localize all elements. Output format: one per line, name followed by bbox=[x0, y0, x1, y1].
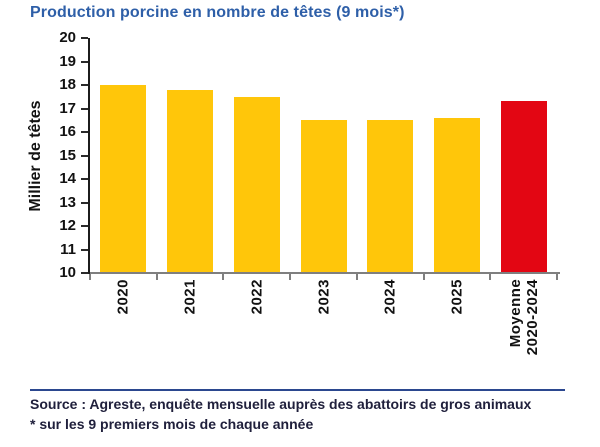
y-tick-label: 14 bbox=[59, 170, 76, 187]
bar-2022 bbox=[233, 96, 280, 273]
x-tick bbox=[222, 274, 225, 280]
x-tick bbox=[355, 274, 358, 280]
y-tick bbox=[81, 84, 88, 86]
y-tick bbox=[81, 225, 88, 227]
y-tick-label: 11 bbox=[60, 240, 76, 258]
bar-2020 bbox=[100, 85, 147, 273]
y-tick-label: 20 bbox=[59, 29, 76, 46]
bar-Moyenne bbox=[500, 101, 547, 273]
x-category-label: 2024 bbox=[381, 279, 399, 315]
y-tick bbox=[81, 107, 88, 110]
footnote-text: * sur les 9 premiers mois de chaque anné… bbox=[30, 416, 314, 432]
y-tick bbox=[81, 178, 88, 180]
y-axis-label: Millier de têtes bbox=[27, 100, 44, 212]
x-category-label: 2022 bbox=[248, 279, 266, 315]
y-tick-label: 18 bbox=[59, 76, 76, 93]
y-tick bbox=[81, 201, 88, 204]
x-tick bbox=[289, 274, 292, 280]
x-tick bbox=[89, 274, 91, 280]
x-category-label: 2020 bbox=[114, 279, 132, 315]
y-tick bbox=[81, 60, 88, 63]
y-tick-label: 17 bbox=[59, 99, 76, 117]
x-category-label: 2025 bbox=[448, 279, 466, 315]
y-tick bbox=[81, 154, 88, 157]
x-tick bbox=[556, 274, 558, 280]
y-axis-line bbox=[88, 38, 90, 274]
x-tick bbox=[155, 274, 158, 280]
footer-divider bbox=[30, 389, 565, 391]
x-tick bbox=[489, 274, 492, 280]
y-tick bbox=[81, 248, 88, 251]
bar-2021 bbox=[167, 89, 214, 273]
y-tick-label: 12 bbox=[59, 217, 76, 234]
source-text: Source : Agreste, enquête mensuelle aupr… bbox=[30, 396, 532, 412]
chart-plot-area bbox=[90, 38, 557, 273]
x-category-label: Moyenne 2020-2024 bbox=[506, 279, 541, 356]
y-tick-label: 16 bbox=[59, 123, 76, 140]
y-tick-label: 15 bbox=[59, 146, 76, 164]
y-tick bbox=[81, 131, 88, 133]
x-tick bbox=[422, 274, 425, 280]
x-category-label: 2023 bbox=[315, 279, 332, 315]
y-tick-label: 19 bbox=[59, 52, 76, 70]
x-axis-line bbox=[90, 272, 560, 274]
y-tick bbox=[81, 272, 88, 274]
x-category-label: 2021 bbox=[181, 279, 199, 315]
y-tick bbox=[81, 37, 88, 39]
y-tick-label: 13 bbox=[59, 193, 76, 211]
bar-2024 bbox=[367, 120, 414, 273]
bar-2023 bbox=[300, 120, 347, 273]
y-tick-label: 10 bbox=[59, 264, 76, 281]
page-title: Production porcine en nombre de têtes (9… bbox=[30, 4, 405, 21]
bar-2025 bbox=[433, 117, 480, 273]
